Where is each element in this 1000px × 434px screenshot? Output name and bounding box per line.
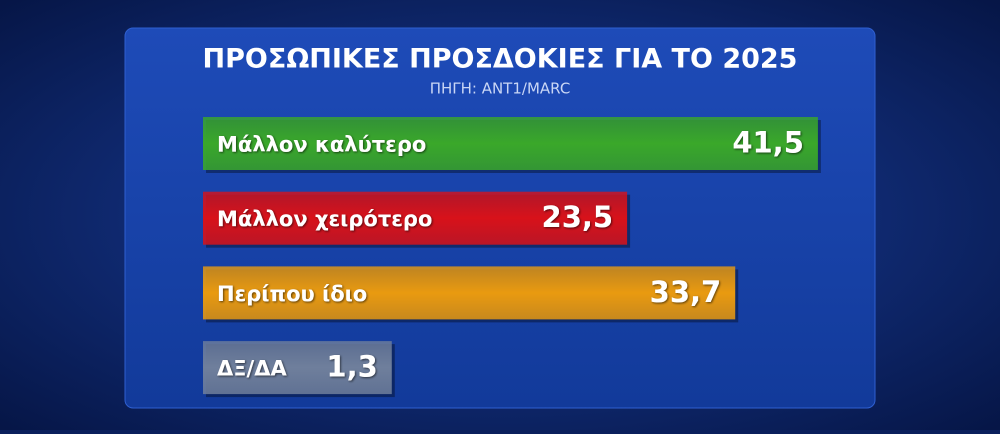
value-label: 23,5 [542,200,614,234]
category-label: Μάλλον καλύτερο [217,133,426,157]
chart-subtitle: ΠΗΓΗ: ANT1/MARC [430,80,571,98]
category-label: ΔΞ/ΔΑ [217,357,287,381]
chart-title: ΠΡΟΣΩΠΙΚΕΣ ΠΡΟΣΔΟΚΙΕΣ ΓΙΑ ΤΟ 2025 [203,44,798,75]
value-label: 1,3 [326,350,377,384]
bar [203,266,736,320]
value-label: 41,5 [732,126,804,160]
value-label: 33,7 [650,275,722,309]
category-label: Μάλλον χειρότερο [217,207,432,231]
bar [203,117,818,170]
bar [203,191,628,245]
bar [203,341,392,395]
category-label: Περίπου ίδιο [217,282,367,306]
